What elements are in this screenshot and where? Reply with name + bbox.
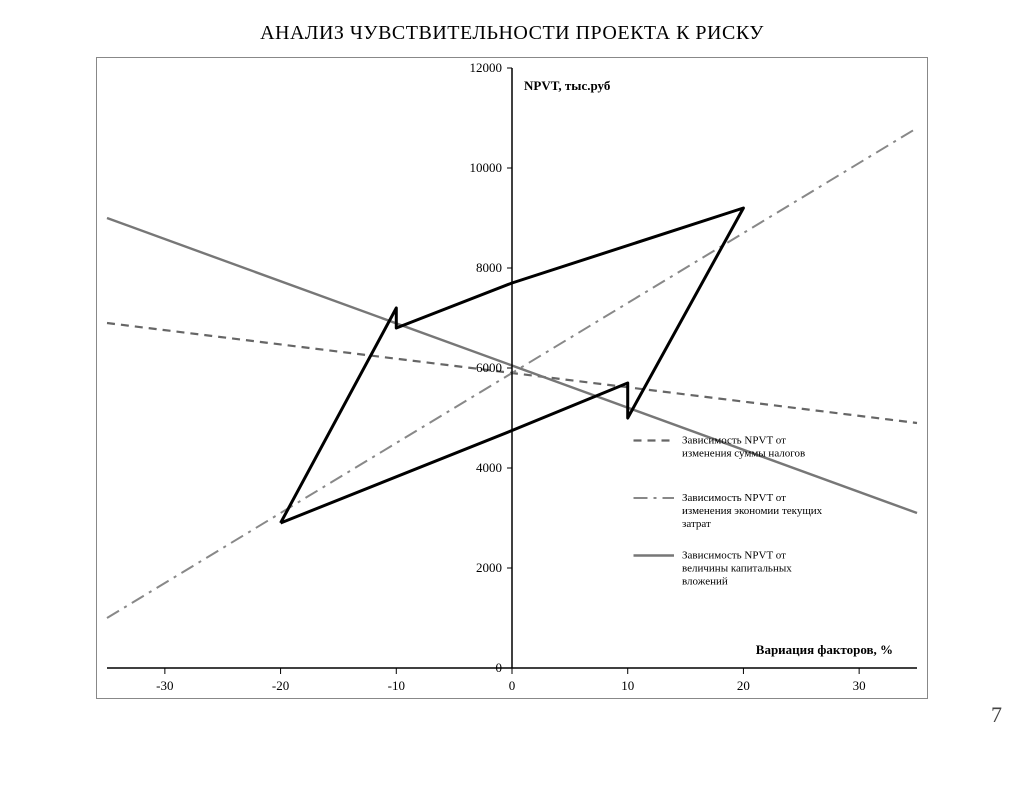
page-number: 7 (991, 702, 1002, 728)
y-axis-label: NPVT, тыс.руб (524, 78, 611, 93)
x-tick-label: 10 (621, 678, 634, 693)
y-tick-label: 12000 (470, 60, 503, 75)
y-tick-label: 2000 (476, 560, 502, 575)
x-tick-label: -30 (156, 678, 173, 693)
x-tick-label: 30 (853, 678, 866, 693)
x-tick-label: -10 (388, 678, 405, 693)
page-title: АНАЛИЗ ЧУВСТВИТЕЛЬНОСТИ ПРОЕКТА К РИСКУ (0, 22, 1024, 45)
x-tick-label: -20 (272, 678, 289, 693)
sensitivity-chart: 0 2000 4000 6000 8000 10000 12000 NPVT, тыс.руб… (96, 57, 928, 699)
x-axis-label: Вариация факторов, % (756, 642, 893, 657)
y-tick-label: 6000 (476, 360, 502, 375)
chart-svg: 0 2000 4000 6000 8000 10000 12000 NPVT, тыс.руб… (97, 58, 927, 698)
x-tick-label: 0 (509, 678, 516, 693)
x-tick-label: 20 (737, 678, 750, 693)
y-tick-label: 4000 (476, 460, 502, 475)
y-tick-label: 10000 (470, 160, 503, 175)
y-tick-label: 8000 (476, 260, 502, 275)
